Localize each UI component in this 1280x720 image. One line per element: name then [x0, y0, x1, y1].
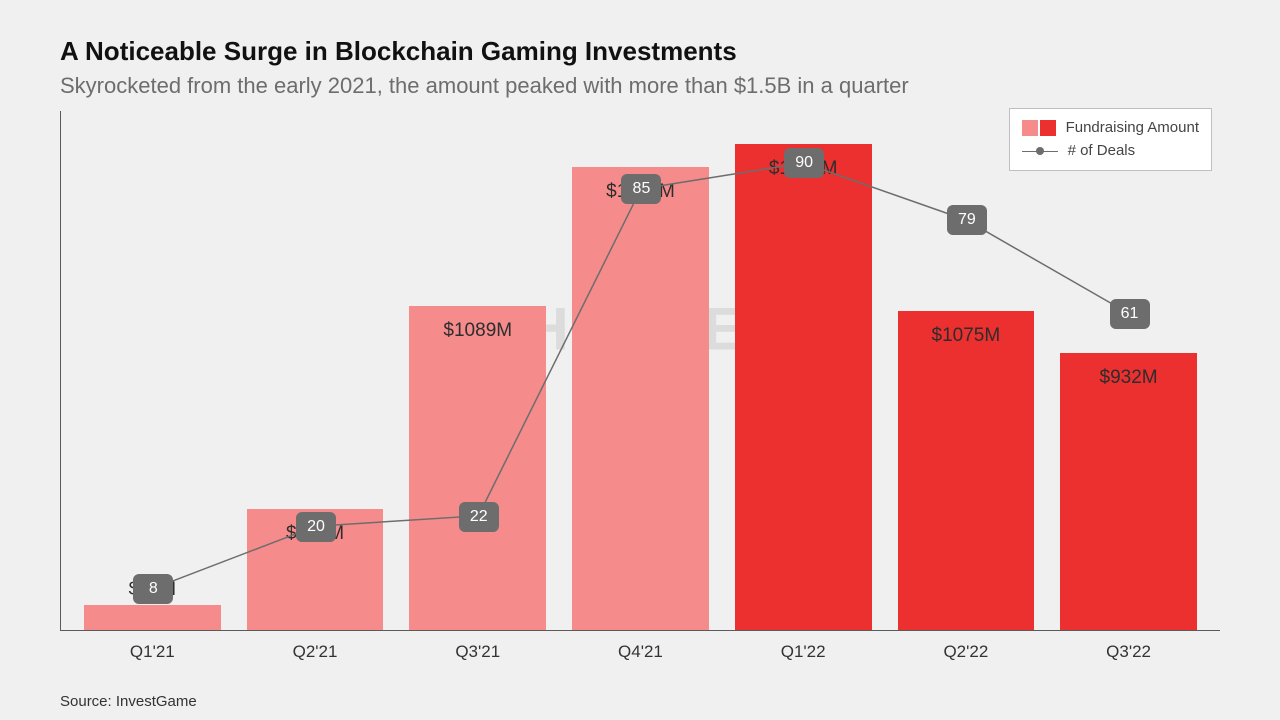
deal-count-marker: 8: [133, 574, 173, 604]
legend-swatch-2: [1040, 120, 1056, 136]
legend: Fundraising Amount # of Deals: [1009, 108, 1212, 171]
bar-group: $932MQ3'22: [1060, 353, 1197, 630]
legend-series-fundraising: Fundraising Amount: [1022, 117, 1199, 140]
deal-count-marker: 22: [459, 502, 499, 532]
bar: $1075M: [898, 311, 1035, 630]
deal-count-marker: 79: [947, 205, 987, 235]
chart-plot-area: #HASHED $83MQ1'21$406MQ2'21$1089MQ3'21$1…: [60, 111, 1220, 631]
bar-value-label: $1075M: [898, 325, 1035, 347]
legend-label-fundraising: Fundraising Amount: [1066, 117, 1199, 140]
deal-count-marker: 20: [296, 512, 336, 542]
x-axis-label: Q4'21: [572, 642, 709, 662]
legend-series-deals: # of Deals: [1022, 140, 1199, 163]
legend-label-deals: # of Deals: [1068, 140, 1136, 163]
bar-group: $83MQ1'21: [84, 605, 221, 630]
source-attribution: Source: InvestGame: [60, 693, 197, 710]
bar-value-label: $1089M: [409, 320, 546, 342]
bar: $1558M: [572, 167, 709, 630]
x-axis-label: Q3'22: [1060, 642, 1197, 662]
x-axis-label: Q2'22: [898, 642, 1035, 662]
bar-group: $1634MQ1'22: [735, 144, 872, 630]
bar: $932M: [1060, 353, 1197, 630]
x-axis-label: Q1'21: [84, 642, 221, 662]
deal-count-marker: 85: [621, 174, 661, 204]
deal-count-marker: 61: [1110, 299, 1150, 329]
bar-group: $1089MQ3'21: [409, 306, 546, 630]
legend-line-icon: [1022, 145, 1058, 157]
x-axis-label: Q1'22: [735, 642, 872, 662]
bar-group: $1558MQ4'21: [572, 167, 709, 630]
x-axis-label: Q3'21: [409, 642, 546, 662]
bar-group: $1075MQ2'22: [898, 311, 1035, 630]
x-axis-label: Q2'21: [247, 642, 384, 662]
bar-value-label: $932M: [1060, 367, 1197, 389]
chart-title: A Noticeable Surge in Blockchain Gaming …: [60, 36, 1220, 67]
legend-swatch-1: [1022, 120, 1038, 136]
bar: $1634M: [735, 144, 872, 630]
deal-count-marker: 90: [784, 148, 824, 178]
chart-container: A Noticeable Surge in Blockchain Gaming …: [0, 0, 1280, 720]
bar: $1089M: [409, 306, 546, 630]
bar: $83M: [84, 605, 221, 630]
chart-subtitle: Skyrocketed from the early 2021, the amo…: [60, 73, 1220, 99]
